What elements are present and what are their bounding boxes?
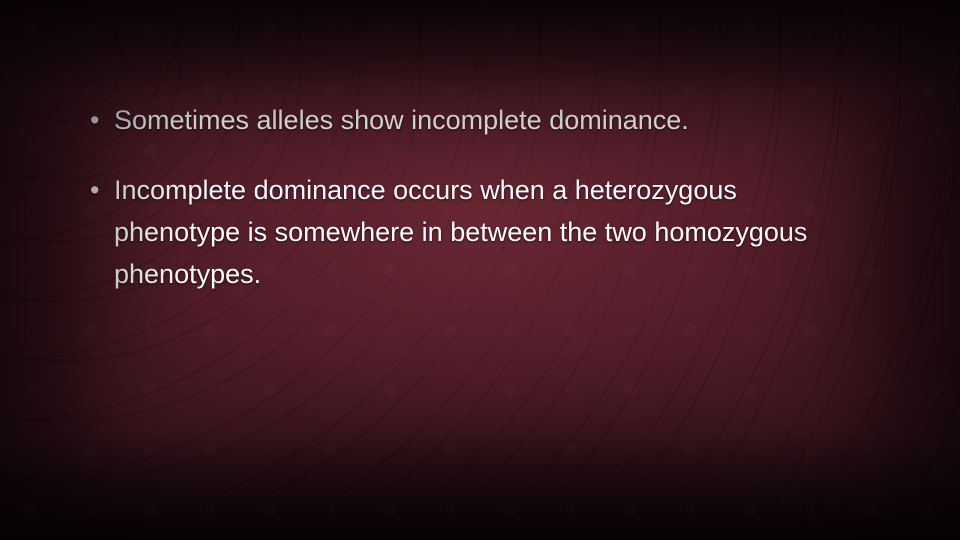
slide: Sometimes alleles show incomplete domina… bbox=[0, 0, 960, 540]
bullet-item: Incomplete dominance occurs when a heter… bbox=[90, 170, 870, 296]
bullet-text: Incomplete dominance occurs when a heter… bbox=[114, 175, 807, 289]
bullet-list: Sometimes alleles show incomplete domina… bbox=[90, 100, 870, 295]
slide-content: Sometimes alleles show incomplete domina… bbox=[90, 100, 870, 323]
bullet-item: Sometimes alleles show incomplete domina… bbox=[90, 100, 870, 142]
bullet-text: Sometimes alleles show incomplete domina… bbox=[114, 105, 689, 135]
